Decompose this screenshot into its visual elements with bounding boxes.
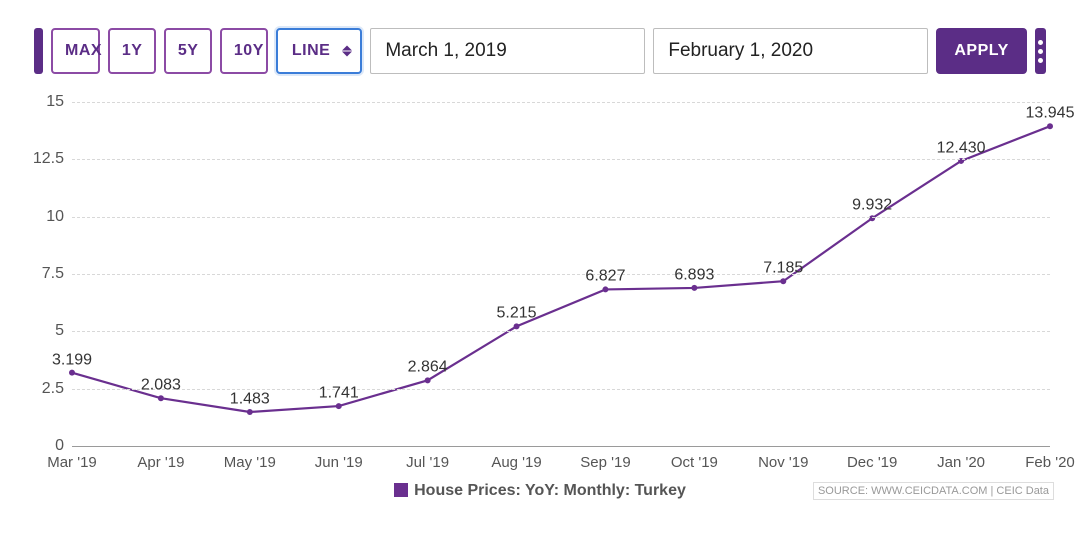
x-tick-label: Jan '20: [937, 454, 985, 471]
x-tick-label: Feb '20: [1025, 454, 1075, 471]
y-tick-label: 0: [55, 437, 64, 455]
source-note: SOURCE: WWW.CEICDATA.COM | CEIC Data: [813, 482, 1054, 500]
x-tick-label: Nov '19: [758, 454, 808, 471]
plot-area: 02.557.51012.515Mar '19Apr '19May '19Jun…: [72, 102, 1050, 446]
date-to-input[interactable]: [653, 28, 928, 74]
x-tick-label: Aug '19: [491, 454, 541, 471]
x-tick-label: Sep '19: [580, 454, 630, 471]
y-tick-label: 5: [55, 322, 64, 340]
data-point-label: 13.945: [1026, 105, 1075, 123]
data-point-label: 1.483: [230, 390, 270, 408]
y-tick-label: 15: [46, 93, 64, 111]
range-1y-button[interactable]: 1Y: [108, 28, 156, 74]
collapse-toggle-button[interactable]: [34, 28, 43, 74]
x-tick-label: Dec '19: [847, 454, 897, 471]
data-point-label: 12.430: [937, 139, 986, 157]
data-point-label: 6.827: [585, 268, 625, 286]
more-menu-button[interactable]: [1035, 28, 1046, 74]
y-tick-label: 2.5: [42, 380, 64, 398]
date-from-input[interactable]: [370, 28, 645, 74]
data-point-label: 3.199: [52, 351, 92, 369]
x-tick-label: Jul '19: [406, 454, 449, 471]
data-point-label: 9.932: [852, 197, 892, 215]
x-tick-label: Oct '19: [671, 454, 718, 471]
data-point-label: 2.864: [408, 359, 448, 377]
data-point-label: 5.215: [497, 305, 537, 323]
gridline: [72, 217, 1050, 218]
legend-label: House Prices: YoY: Monthly: Turkey: [414, 482, 686, 499]
data-point-label: 2.083: [141, 377, 181, 395]
range-max-button[interactable]: MAX: [51, 28, 100, 74]
y-tick-label: 12.5: [33, 150, 64, 168]
data-point-label: 7.185: [763, 260, 803, 278]
x-tick-label: Apr '19: [137, 454, 184, 471]
x-tick-label: Jun '19: [315, 454, 363, 471]
legend-swatch: [394, 483, 408, 497]
y-tick-label: 7.5: [42, 265, 64, 283]
x-tick-label: May '19: [224, 454, 276, 471]
range-5y-button[interactable]: 5Y: [164, 28, 212, 74]
gridline: [72, 331, 1050, 332]
x-tick-label: Mar '19: [47, 454, 97, 471]
data-point-label: 6.893: [674, 266, 714, 284]
toolbar: MAX 1Y 5Y 10Y LINE APPLY: [0, 0, 1080, 84]
apply-button[interactable]: APPLY: [936, 28, 1026, 74]
chart-container: 0 2.5 5 7.5 10 12.5 15 Mar '19 Apr '19 May '19 Jun…: [20, 94, 1060, 502]
gridline: [72, 159, 1050, 160]
gridline: [72, 274, 1050, 275]
data-point-label: 1.741: [319, 384, 359, 402]
chart-type-selected-label: LINE: [292, 42, 330, 60]
gridline: [72, 389, 1050, 390]
range-10y-button[interactable]: 10Y: [220, 28, 268, 74]
x-axis-line: [72, 446, 1050, 447]
gridline: [72, 102, 1050, 103]
kebab-icon: [1038, 40, 1043, 63]
chart-type-select[interactable]: LINE: [276, 28, 362, 74]
chevron-updown-icon: [342, 46, 352, 57]
y-tick-label: 10: [46, 208, 64, 226]
